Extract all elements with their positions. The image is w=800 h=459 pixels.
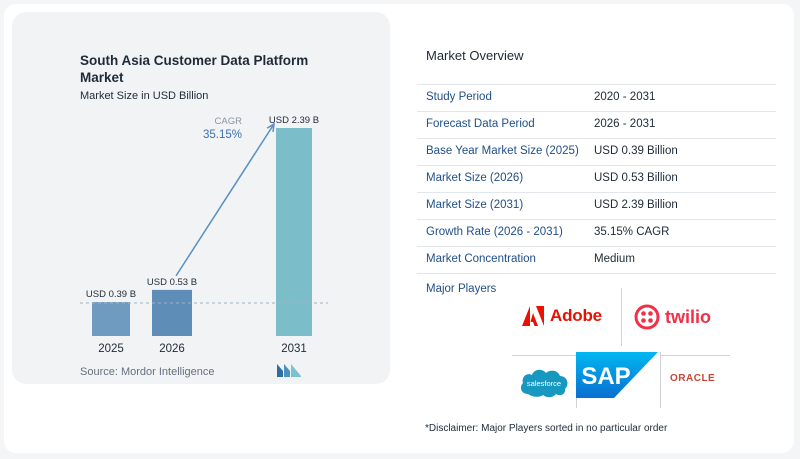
market-overview-table: Study Period 2020 - 2031 Forecast Data P… <box>417 84 776 274</box>
chart-title: South Asia Customer Data Platform Market <box>80 53 309 85</box>
row-label: Market Size (2031) <box>426 199 524 211</box>
row-label: Forecast Data Period <box>426 118 535 130</box>
cagr-arrow-head <box>266 122 275 133</box>
table-row: Market Size (2026) USD 0.53 Billion <box>417 166 776 193</box>
data-label-2031: USD 2.39 B <box>269 115 319 126</box>
disclaimer: *Disclaimer: Major Players sorted in no … <box>425 423 668 434</box>
table-row: Study Period 2020 - 2031 <box>417 84 776 112</box>
data-label-2026: USD 0.53 B <box>147 277 197 288</box>
table-row: Market Concentration Medium <box>417 247 776 274</box>
x-tick-2026: 2026 <box>159 343 185 355</box>
adobe-logo: Adobe <box>522 306 602 326</box>
twilio-icon <box>634 304 660 330</box>
row-value: Medium <box>594 253 635 265</box>
row-value: USD 0.39 Billion <box>594 145 678 157</box>
row-label: Study Period <box>426 91 492 103</box>
salesforce-logo: salesforce <box>518 364 570 405</box>
table-row: Base Year Market Size (2025) USD 0.39 Bi… <box>417 139 776 166</box>
row-value: 35.15% CAGR <box>594 226 670 238</box>
twilio-logo: twilio <box>634 304 711 330</box>
bar-2026 <box>152 289 192 336</box>
chart-card <box>12 12 390 384</box>
row-label: Growth Rate (2026 - 2031) <box>426 226 563 238</box>
cagr-value: 35.15% <box>203 129 242 141</box>
table-row: Growth Rate (2026 - 2031) 35.15% CAGR <box>417 220 776 247</box>
adobe-wordmark: Adobe <box>550 306 602 325</box>
sap-logo: SAP <box>576 352 658 403</box>
bar-chart: USD 0.39 B 2025 USD 0.53 B 2026 USD 2.39 B 20… <box>80 115 328 355</box>
table-row: Forecast Data Period 2026 - 2031 <box>417 112 776 139</box>
adobe-icon <box>522 306 544 326</box>
cagr-label: CAGR <box>215 116 243 127</box>
row-label: Base Year Market Size (2025) <box>426 145 579 157</box>
row-label: Market Size (2026) <box>426 172 524 184</box>
chart-subtitle: Market Size in USD Billion <box>80 90 209 102</box>
cagr-arrow-line <box>175 123 275 277</box>
row-value: 2026 - 2031 <box>594 118 656 130</box>
oracle-logo: ORACLE <box>670 373 716 384</box>
logo-divider <box>512 355 576 356</box>
sap-icon: SAP <box>576 352 658 398</box>
chart-source: Source: Mordor Intelligence <box>80 366 215 378</box>
data-label-2025: USD 0.39 B <box>86 289 136 300</box>
logo-divider <box>660 355 730 356</box>
bar-2025 <box>92 302 130 336</box>
row-label: Market Concentration <box>426 253 536 265</box>
row-value: USD 2.39 Billion <box>594 199 678 211</box>
sap-wordmark: SAP <box>581 363 630 390</box>
overview-title: Market Overview <box>426 48 524 63</box>
x-tick-2025: 2025 <box>98 343 124 355</box>
bar-2031 <box>276 128 312 336</box>
row-value: USD 0.53 Billion <box>594 172 678 184</box>
table-row: Market Size (2031) USD 2.39 Billion <box>417 193 776 220</box>
salesforce-cloud-icon: salesforce <box>520 369 568 398</box>
logo-divider <box>660 352 661 408</box>
salesforce-wordmark: salesforce <box>527 379 561 388</box>
mordor-intelligence-logo-icon <box>276 362 302 383</box>
twilio-wordmark: twilio <box>665 306 711 327</box>
row-value: 2020 - 2031 <box>594 91 656 103</box>
logo-divider <box>621 288 622 346</box>
x-tick-2031: 2031 <box>281 343 307 355</box>
major-players-title: Major Players <box>426 283 497 295</box>
